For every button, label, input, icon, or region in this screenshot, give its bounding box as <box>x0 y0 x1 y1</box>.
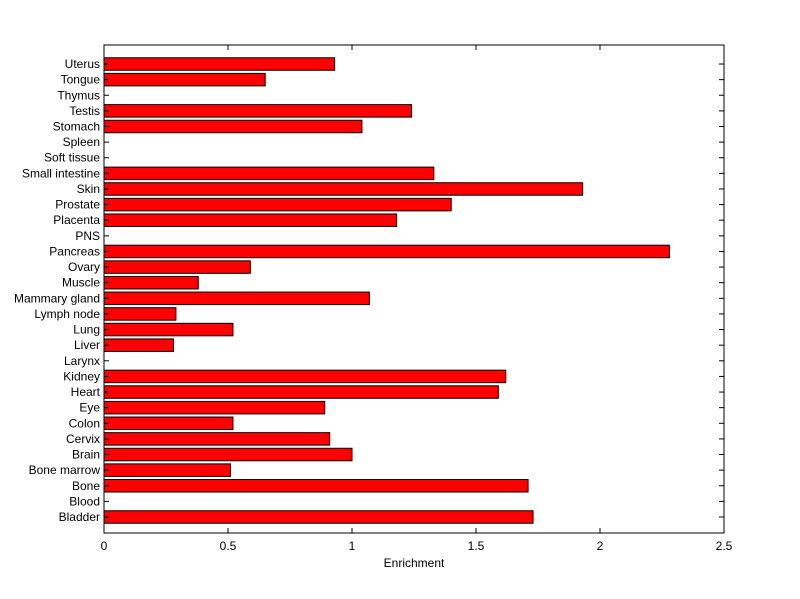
y-tick-label: Lung <box>73 323 100 337</box>
bar-lymph-node <box>103 307 177 321</box>
y-tick-label: Colon <box>69 416 100 430</box>
bar-testis <box>103 104 413 118</box>
bar-bladder <box>103 510 534 524</box>
y-tick-label: Thymus <box>57 88 100 102</box>
y-tick-label: Prostate <box>55 198 100 212</box>
y-tick-label: Lymph node <box>34 307 100 321</box>
y-tick-label: Spleen <box>63 135 100 149</box>
bar-uterus <box>103 57 336 71</box>
y-tick-label: PNS <box>75 229 100 243</box>
bar-colon <box>103 416 234 431</box>
bar-mammary-gland <box>103 291 370 306</box>
y-tick-label: Mammary gland <box>14 291 100 305</box>
bar-brain <box>103 447 353 462</box>
bar-pancreas <box>103 244 670 259</box>
y-tick-label: Tongue <box>61 73 101 87</box>
x-axis-label: Enrichment <box>384 556 445 570</box>
y-tick-label: Soft tissue <box>44 151 100 165</box>
y-tick-label: Testis <box>69 104 100 118</box>
y-tick-label: Uterus <box>65 57 100 71</box>
y-tick-label: Liver <box>74 338 100 352</box>
x-tick-label: 1 <box>349 539 356 553</box>
bar-kidney <box>103 369 507 384</box>
x-tick-label: 2 <box>597 539 604 553</box>
y-tick-label: Bone marrow <box>29 463 101 477</box>
bar-stomach <box>103 119 363 134</box>
bar-skin <box>103 182 584 196</box>
bar-eye <box>103 400 326 415</box>
bar-lung <box>103 322 234 337</box>
bar-bone <box>103 479 529 493</box>
bar-muscle <box>103 275 199 290</box>
bar-liver <box>103 338 174 352</box>
y-tick-label: Bladder <box>59 510 100 524</box>
bar-ovary <box>103 260 251 274</box>
bar-placenta <box>103 213 398 227</box>
y-tick-label: Skin <box>77 182 100 196</box>
bar-small-intestine <box>103 166 435 181</box>
y-tick-label: Brain <box>72 448 100 462</box>
y-tick-label: Cervix <box>66 432 100 446</box>
y-tick-label: Stomach <box>53 120 100 134</box>
bar-bone-marrow <box>103 463 231 477</box>
y-tick-label: Ovary <box>68 260 100 274</box>
y-tick-label: Blood <box>69 494 100 508</box>
x-tick-label: 0.5 <box>220 539 237 553</box>
bar-tongue <box>103 72 266 87</box>
y-tick-label: Muscle <box>62 276 100 290</box>
y-tick-label: Heart <box>71 385 101 399</box>
plot-frame <box>103 44 725 534</box>
bar-heart <box>103 385 499 399</box>
y-tick-label: Bone <box>72 479 100 493</box>
x-tick-label: 1.5 <box>468 539 485 553</box>
y-tick-label: Eye <box>79 401 100 415</box>
x-tick-label: 2.5 <box>716 539 733 553</box>
y-tick-label: Small intestine <box>22 166 100 180</box>
x-tick-label: 0 <box>101 539 108 553</box>
y-tick-label: Larynx <box>64 354 100 368</box>
bar-cervix <box>103 432 331 446</box>
y-tick-label: Placenta <box>53 213 100 227</box>
bar-prostate <box>103 197 452 212</box>
y-tick-label: Pancreas <box>49 244 100 258</box>
y-tick-label: Kidney <box>63 369 100 383</box>
